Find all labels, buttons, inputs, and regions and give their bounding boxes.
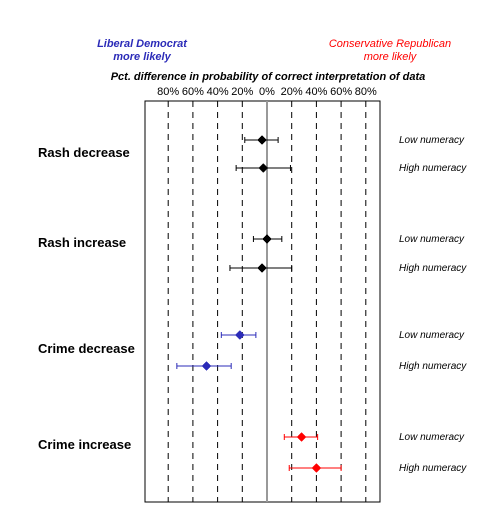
row-label: High numeracy bbox=[399, 463, 467, 474]
plot-frame bbox=[144, 100, 381, 503]
x-tick-label: 60% bbox=[330, 86, 352, 98]
x-tick-label: 40% bbox=[207, 86, 229, 98]
x-tick-label: 80% bbox=[157, 86, 179, 98]
x-tick-label: 0% bbox=[259, 86, 275, 98]
x-tick-label: 80% bbox=[355, 86, 377, 98]
row-label: Low numeracy bbox=[399, 432, 465, 443]
x-tick-label: 40% bbox=[305, 86, 327, 98]
data-point bbox=[296, 432, 307, 442]
row-label: Low numeracy bbox=[399, 234, 465, 245]
header-right-line2: more likely bbox=[364, 51, 418, 63]
category-label: Rash decrease bbox=[38, 145, 130, 160]
row-label: High numeracy bbox=[399, 163, 467, 174]
category-label: Crime decrease bbox=[38, 341, 135, 356]
category-label: Crime increase bbox=[38, 437, 131, 452]
x-tick-label: 60% bbox=[182, 86, 204, 98]
x-tick-label: 20% bbox=[231, 86, 253, 98]
row-label: High numeracy bbox=[399, 361, 467, 372]
data-point bbox=[258, 163, 269, 173]
chart-subtitle: Pct. difference in probability of correc… bbox=[111, 71, 426, 83]
data-point bbox=[257, 135, 267, 145]
header-right-line1: Conservative Republican bbox=[329, 38, 451, 50]
data-point bbox=[262, 234, 272, 244]
data-point bbox=[311, 463, 322, 473]
data-point bbox=[234, 330, 245, 340]
x-tick-label: 20% bbox=[281, 86, 303, 98]
data-point bbox=[257, 263, 267, 273]
category-label: Rash increase bbox=[38, 235, 126, 250]
row-label: Low numeracy bbox=[399, 135, 465, 146]
header-left-line1: Liberal Democrat bbox=[97, 38, 188, 50]
data-point bbox=[201, 361, 212, 371]
row-label: Low numeracy bbox=[399, 330, 465, 341]
row-label: High numeracy bbox=[399, 263, 467, 274]
header-left-line2: more likely bbox=[113, 51, 171, 63]
